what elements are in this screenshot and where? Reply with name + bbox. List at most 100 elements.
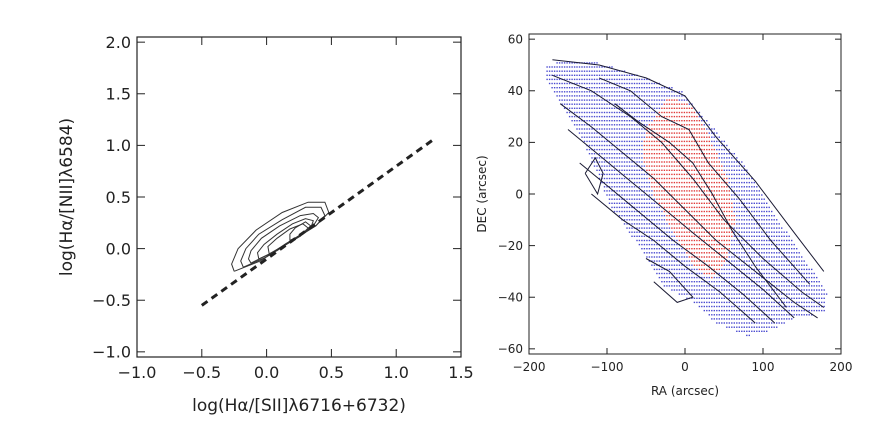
blue-velocity-point: [816, 297, 818, 299]
blue-velocity-point: [581, 91, 583, 93]
blue-velocity-point: [768, 309, 770, 312]
blue-velocity-point: [721, 318, 723, 320]
blue-velocity-point: [616, 95, 618, 97]
red-velocity-point: [663, 157, 666, 159]
red-velocity-point: [696, 165, 698, 167]
blue-velocity-point: [806, 293, 808, 295]
left-density-contours: [231, 201, 330, 272]
blue-velocity-point: [743, 206, 745, 209]
blue-velocity-point: [631, 144, 633, 147]
blue-velocity-point: [738, 231, 740, 233]
blue-velocity-point: [801, 264, 803, 266]
blue-velocity-point: [593, 103, 596, 105]
blue-velocity-point: [728, 153, 730, 155]
red-velocity-point: [718, 248, 720, 250]
red-velocity-point: [713, 219, 715, 221]
blue-velocity-point: [598, 111, 601, 114]
blue-velocity-point: [738, 301, 740, 304]
red-velocity-point: [703, 169, 705, 171]
red-velocity-point: [716, 252, 718, 254]
left-density-contour: [256, 218, 314, 260]
blue-velocity-point: [573, 107, 576, 109]
blue-velocity-point: [808, 285, 810, 287]
red-velocity-point: [673, 107, 676, 109]
blue-velocity-point: [723, 281, 725, 283]
red-velocity-point: [698, 124, 701, 126]
blue-velocity-point: [756, 186, 758, 188]
blue-velocity-point: [688, 285, 691, 287]
blue-velocity-point: [756, 190, 758, 192]
blue-velocity-point: [603, 190, 606, 192]
blue-velocity-point: [628, 103, 631, 105]
red-velocity-point: [643, 161, 646, 163]
blue-velocity-point: [783, 252, 785, 254]
blue-velocity-point: [743, 194, 745, 196]
red-velocity-point: [673, 148, 676, 151]
blue-velocity-point: [758, 272, 760, 275]
blue-velocity-point: [808, 301, 810, 304]
red-velocity-point: [668, 165, 671, 167]
blue-velocity-point: [658, 264, 661, 266]
blue-velocity-point: [636, 99, 638, 101]
blue-velocity-point: [736, 243, 738, 246]
blue-velocity-point: [726, 326, 728, 328]
blue-velocity-point: [653, 107, 656, 109]
blue-velocity-point: [608, 70, 611, 72]
blue-velocity-point: [763, 239, 765, 242]
blue-velocity-point: [593, 165, 596, 167]
blue-velocity-point: [598, 87, 601, 89]
blue-velocity-point: [661, 235, 663, 237]
red-velocity-point: [673, 144, 676, 147]
blue-velocity-point: [716, 144, 718, 147]
blue-velocity-point: [663, 256, 666, 258]
red-velocity-point: [678, 132, 681, 134]
red-velocity-point: [696, 210, 698, 213]
blue-velocity-point: [748, 202, 750, 204]
blue-velocity-point: [566, 62, 568, 64]
blue-velocity-point: [721, 153, 723, 155]
red-velocity-point: [696, 252, 698, 254]
blue-velocity-point: [631, 140, 633, 143]
blue-velocity-point: [663, 215, 666, 217]
blue-velocity-point: [753, 198, 755, 200]
blue-velocity-point: [651, 231, 653, 233]
red-velocity-point: [676, 165, 678, 167]
red-velocity-point: [701, 169, 703, 171]
red-velocity-point: [663, 124, 666, 126]
blue-velocity-point: [631, 153, 633, 155]
blue-velocity-point: [656, 252, 658, 254]
blue-velocity-point: [791, 243, 793, 246]
blue-velocity-point: [586, 111, 588, 114]
blue-velocity-point: [768, 285, 770, 287]
blue-velocity-point: [608, 82, 611, 85]
blue-velocity-point: [568, 70, 571, 72]
right-x-tick-label: −200: [513, 360, 546, 374]
red-velocity-point: [708, 202, 710, 204]
blue-velocity-point: [593, 95, 596, 97]
blue-velocity-point: [786, 243, 788, 246]
blue-velocity-point: [611, 115, 613, 118]
blue-velocity-point: [703, 301, 705, 304]
red-velocity-point: [683, 165, 686, 167]
blue-velocity-point: [736, 281, 738, 283]
blue-velocity-point: [591, 78, 593, 81]
blue-velocity-point: [546, 74, 548, 76]
blue-velocity-point: [633, 95, 636, 97]
red-velocity-point: [723, 177, 725, 180]
red-velocity-point: [693, 202, 696, 204]
blue-velocity-point: [751, 314, 753, 316]
red-velocity-point: [688, 132, 691, 134]
red-velocity-point: [678, 239, 681, 242]
blue-velocity-point: [666, 239, 668, 242]
blue-velocity-point: [678, 256, 681, 258]
blue-velocity-point: [793, 272, 795, 275]
blue-velocity-point: [771, 235, 773, 237]
red-velocity-point: [658, 177, 661, 180]
blue-velocity-point: [718, 144, 720, 147]
blue-velocity-point: [556, 70, 558, 72]
red-velocity-point: [691, 227, 693, 229]
blue-velocity-point: [666, 264, 668, 266]
blue-velocity-point: [616, 70, 618, 72]
red-velocity-point: [686, 202, 688, 204]
blue-velocity-point: [616, 186, 618, 188]
